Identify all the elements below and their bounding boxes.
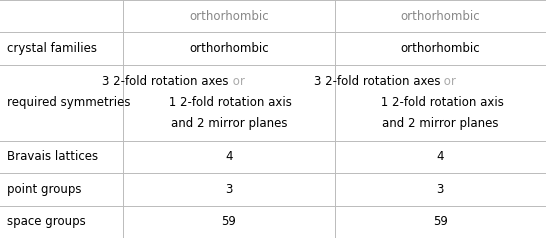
Text: 4: 4	[225, 150, 233, 163]
Text: orthorhombic: orthorhombic	[189, 10, 269, 23]
Text: or: or	[229, 75, 245, 88]
Text: 3 2-fold rotation axes: 3 2-fold rotation axes	[102, 75, 229, 88]
Text: 3: 3	[225, 183, 233, 196]
Text: crystal families: crystal families	[7, 42, 97, 55]
Text: orthorhombic: orthorhombic	[401, 10, 480, 23]
Text: orthorhombic: orthorhombic	[401, 42, 480, 55]
Text: 3: 3	[437, 183, 444, 196]
Text: orthorhombic: orthorhombic	[189, 42, 269, 55]
Text: 59: 59	[433, 215, 448, 228]
Text: or: or	[440, 75, 456, 88]
Text: 3 2-fold rotation axes: 3 2-fold rotation axes	[314, 75, 440, 88]
Text: and 2 mirror planes: and 2 mirror planes	[382, 118, 498, 130]
Text: 3 2-fold rotation axes or: 3 2-fold rotation axes or	[369, 75, 512, 88]
Text: point groups: point groups	[7, 183, 81, 196]
Text: required symmetries: required symmetries	[7, 96, 130, 109]
Text: 1 2-fold rotation axis: 1 2-fold rotation axis	[165, 96, 292, 109]
Text: space groups: space groups	[7, 215, 85, 228]
Text: and 2 mirror planes: and 2 mirror planes	[170, 118, 287, 130]
Text: 1 2-fold rotation axis: 1 2-fold rotation axis	[377, 96, 504, 109]
Text: 59: 59	[221, 215, 236, 228]
Text: 3 2-fold rotation axes or: 3 2-fold rotation axes or	[158, 75, 300, 88]
Text: 4: 4	[437, 150, 444, 163]
Text: Bravais lattices: Bravais lattices	[7, 150, 98, 163]
